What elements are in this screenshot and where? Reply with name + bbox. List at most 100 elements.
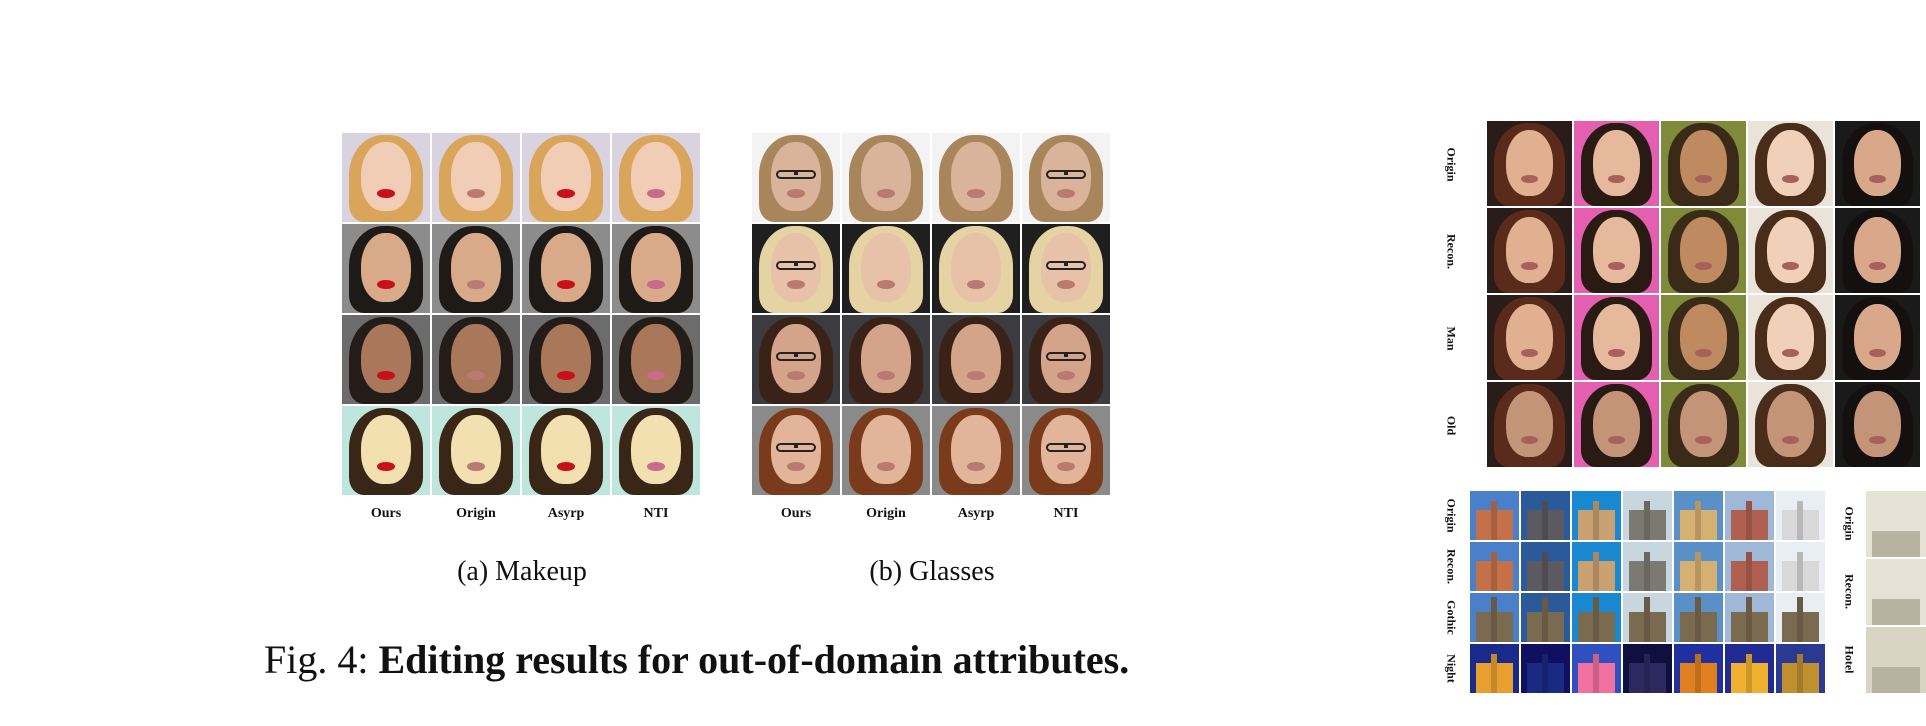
face-shape xyxy=(1505,390,1554,457)
lips-shape xyxy=(377,371,395,380)
lips-shape xyxy=(967,371,985,380)
lips-shape xyxy=(1608,348,1625,358)
face-shape xyxy=(361,141,411,212)
tower-shape xyxy=(1592,500,1600,540)
face-image xyxy=(1487,295,1572,380)
makeup-subcaption-text: Makeup xyxy=(495,556,587,587)
face-shape xyxy=(1853,129,1902,196)
lips-shape xyxy=(1057,371,1075,380)
building-image xyxy=(1776,491,1825,540)
building-image xyxy=(1470,593,1519,642)
face-image xyxy=(1748,121,1833,206)
face-image xyxy=(932,224,1020,313)
face-shape xyxy=(951,232,1001,303)
glasses-image-grid xyxy=(752,133,1110,495)
lips-shape xyxy=(377,462,395,471)
building-image xyxy=(1521,644,1570,693)
building-image xyxy=(1725,593,1774,642)
lips-shape xyxy=(647,189,665,198)
lips-shape xyxy=(1695,261,1712,271)
lips-shape xyxy=(1608,435,1625,445)
glasses-shape xyxy=(1045,352,1087,362)
lips-shape xyxy=(1695,348,1712,358)
face-shape xyxy=(1679,129,1728,196)
building-image xyxy=(1674,491,1723,540)
column-label: NTI xyxy=(1053,506,1079,521)
lips-shape xyxy=(1521,348,1538,358)
building-image xyxy=(1776,644,1825,693)
building-image xyxy=(1776,593,1825,642)
face-shape xyxy=(1766,390,1815,457)
building-image xyxy=(1470,542,1519,591)
makeup-subcaption: (a) Makeup xyxy=(342,556,702,588)
face-shape xyxy=(361,414,411,485)
makeup-image-grid xyxy=(342,133,700,495)
face-shape xyxy=(541,414,591,485)
glasses-shape xyxy=(775,443,817,453)
tower-shape xyxy=(1796,500,1804,540)
right-room-grid xyxy=(1866,491,1926,693)
lips-shape xyxy=(1608,174,1625,184)
room-bed-shape xyxy=(1872,598,1920,625)
face-shape xyxy=(1679,303,1728,370)
face-shape xyxy=(1592,129,1641,196)
figure-title: Editing results for out-of-domain attrib… xyxy=(378,637,1130,682)
building-image xyxy=(1470,644,1519,693)
face-shape xyxy=(1853,390,1902,457)
face-image xyxy=(932,406,1020,495)
lips-shape xyxy=(377,189,395,198)
row-label: Old xyxy=(1444,415,1459,436)
face-image xyxy=(1574,121,1659,206)
face-shape xyxy=(951,141,1001,212)
room-image xyxy=(1866,491,1926,557)
tower-shape xyxy=(1745,500,1753,540)
face-shape xyxy=(1853,303,1902,370)
column-label: Asyrp xyxy=(547,506,585,521)
tower-shape xyxy=(1592,596,1600,642)
lips-shape xyxy=(787,371,805,380)
face-image xyxy=(1022,224,1110,313)
lips-shape xyxy=(1869,261,1886,271)
column-label: Origin xyxy=(866,506,906,521)
glasses-shape xyxy=(775,261,817,271)
lips-shape xyxy=(467,462,485,471)
face-image xyxy=(1835,382,1920,467)
lips-shape xyxy=(877,280,895,289)
tower-shape xyxy=(1541,596,1549,642)
column-label: Asyrp xyxy=(957,506,995,521)
face-image xyxy=(842,315,930,404)
building-image xyxy=(1674,593,1723,642)
face-image xyxy=(1748,382,1833,467)
face-image xyxy=(522,133,610,222)
face-image xyxy=(432,224,520,313)
glasses-shape xyxy=(1045,170,1087,180)
face-image xyxy=(932,133,1020,222)
tower-shape xyxy=(1796,596,1804,642)
tower-shape xyxy=(1490,500,1498,540)
face-image xyxy=(342,133,430,222)
tower-shape xyxy=(1694,551,1702,591)
tower-shape xyxy=(1745,653,1753,693)
tower-shape xyxy=(1490,596,1498,642)
glasses-shape xyxy=(1045,443,1087,453)
face-image xyxy=(342,224,430,313)
lips-shape xyxy=(877,189,895,198)
lips-shape xyxy=(1057,280,1075,289)
building-image xyxy=(1674,644,1723,693)
glasses-shape xyxy=(1045,261,1087,271)
face-image xyxy=(752,133,840,222)
face-image xyxy=(1022,315,1110,404)
tower-shape xyxy=(1490,653,1498,693)
face-shape xyxy=(1592,216,1641,283)
face-shape xyxy=(1766,129,1815,196)
face-image xyxy=(1661,382,1746,467)
tower-shape xyxy=(1643,551,1651,591)
lips-shape xyxy=(877,462,895,471)
building-image xyxy=(1521,491,1570,540)
lips-shape xyxy=(877,371,895,380)
face-image xyxy=(1487,121,1572,206)
building-image xyxy=(1725,644,1774,693)
tower-shape xyxy=(1490,551,1498,591)
tower-shape xyxy=(1541,500,1549,540)
face-image xyxy=(1022,406,1110,495)
